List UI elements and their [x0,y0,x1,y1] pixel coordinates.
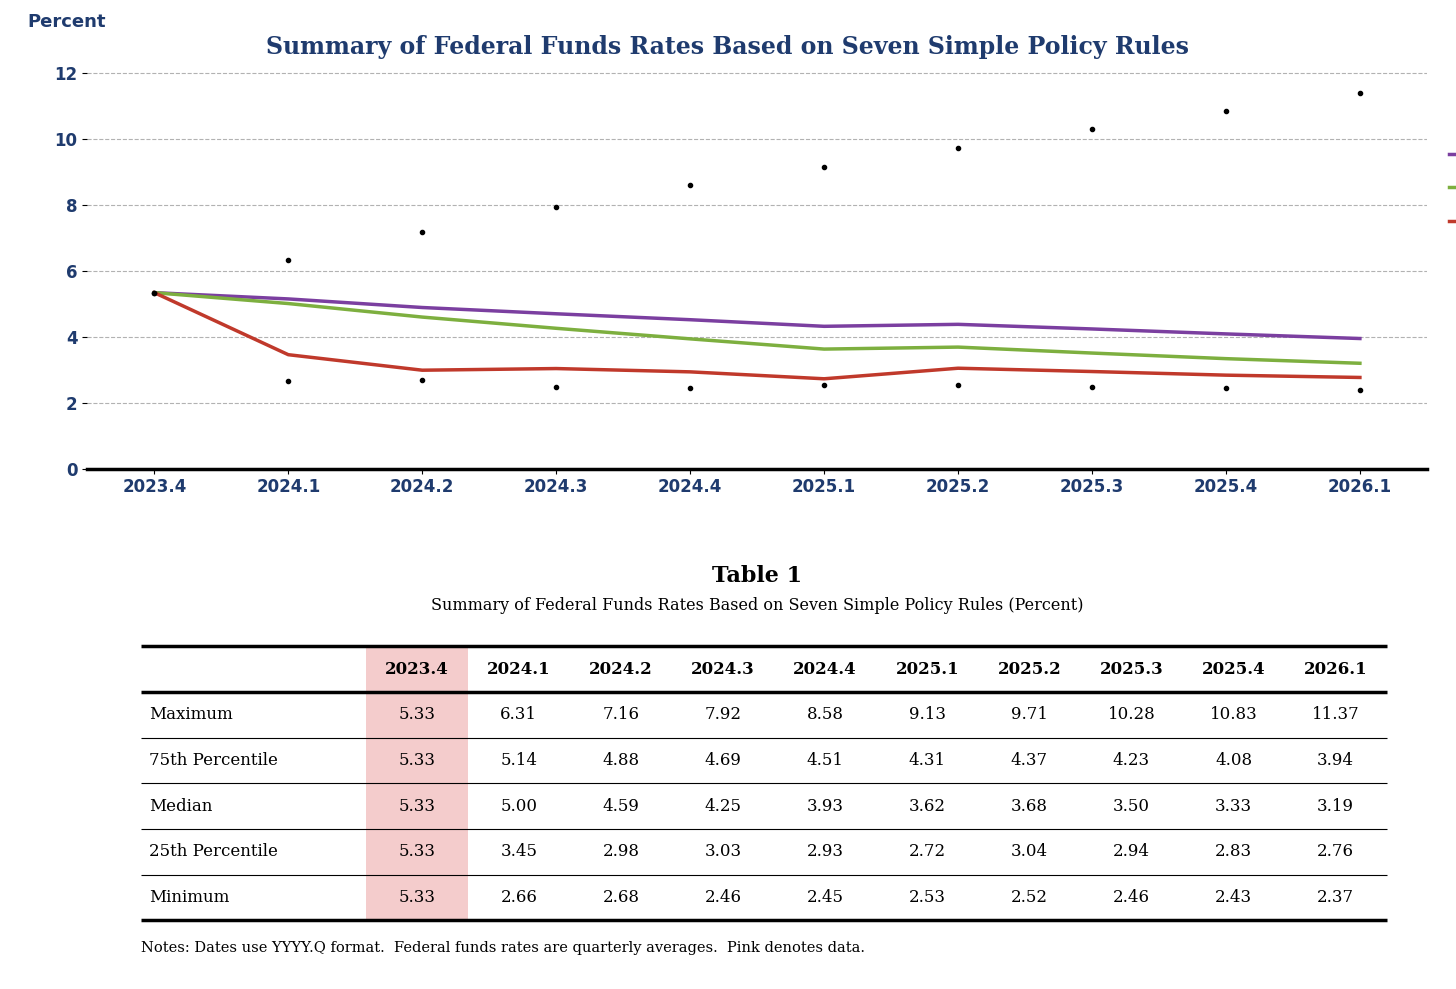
Bar [365,783,467,829]
Text: 4.25: 4.25 [705,798,741,815]
Text: Table 1: Table 1 [712,565,802,586]
Text: 2.76: 2.76 [1318,844,1354,860]
Text: 9.13: 9.13 [909,706,946,723]
Text: 5.00: 5.00 [501,798,537,815]
Text: Minimum: Minimum [149,889,230,906]
Text: 2023.4: 2023.4 [384,661,448,677]
Text: 4.08: 4.08 [1214,752,1252,769]
Text: 4.23: 4.23 [1112,752,1150,769]
Text: 2.83: 2.83 [1214,844,1252,860]
Text: 3.45: 3.45 [501,844,537,860]
Text: 4.37: 4.37 [1010,752,1048,769]
Text: 2.93: 2.93 [807,844,843,860]
Text: 2.94: 2.94 [1112,844,1150,860]
Text: 2.52: 2.52 [1010,889,1048,906]
Text: 2.43: 2.43 [1214,889,1252,906]
Text: 3.62: 3.62 [909,798,946,815]
Text: 2.37: 2.37 [1318,889,1354,906]
Text: 2025.4: 2025.4 [1201,661,1265,677]
Legend: Maximum, 75th Percentile, Median, 25th Percentile, Minimum: Maximum, 75th Percentile, Median, 25th P… [1449,113,1456,264]
Text: 6.31: 6.31 [501,706,537,723]
Text: 2024.3: 2024.3 [692,661,754,677]
Text: 2025.3: 2025.3 [1099,661,1163,677]
Text: Median: Median [149,798,213,815]
Bar [365,647,467,692]
Text: 4.59: 4.59 [603,798,639,815]
Text: 5.33: 5.33 [397,889,435,906]
Text: 2.98: 2.98 [603,844,639,860]
Text: 2.46: 2.46 [1112,889,1150,906]
Text: 25th Percentile: 25th Percentile [149,844,278,860]
Text: 3.94: 3.94 [1318,752,1354,769]
Text: Summary of Federal Funds Rates Based on Seven Simple Policy Rules (Percent): Summary of Federal Funds Rates Based on … [431,597,1083,614]
Bar [365,874,467,920]
Text: 4.69: 4.69 [705,752,741,769]
Text: 3.04: 3.04 [1010,844,1048,860]
Text: 75th Percentile: 75th Percentile [149,752,278,769]
Text: 8.58: 8.58 [807,706,843,723]
Text: 5.33: 5.33 [397,752,435,769]
Text: 11.37: 11.37 [1312,706,1360,723]
Text: 7.16: 7.16 [603,706,639,723]
Text: 2026.1: 2026.1 [1303,661,1367,677]
Text: 2.72: 2.72 [909,844,946,860]
Text: 3.03: 3.03 [705,844,741,860]
Text: 4.88: 4.88 [603,752,639,769]
Text: Summary of Federal Funds Rates Based on Seven Simple Policy Rules: Summary of Federal Funds Rates Based on … [266,35,1190,58]
Text: 3.93: 3.93 [807,798,843,815]
Text: 5.33: 5.33 [397,798,435,815]
Text: 2.68: 2.68 [603,889,639,906]
Text: Maximum: Maximum [149,706,233,723]
Text: 5.33: 5.33 [397,706,435,723]
Text: 3.19: 3.19 [1318,798,1354,815]
Text: 4.31: 4.31 [909,752,946,769]
Text: 2.46: 2.46 [705,889,741,906]
Text: 7.92: 7.92 [705,706,741,723]
Text: 2024.1: 2024.1 [486,661,550,677]
Text: 2.45: 2.45 [807,889,843,906]
Text: 2.66: 2.66 [501,889,537,906]
Bar [365,738,467,783]
Bar [365,829,467,874]
Text: 5.33: 5.33 [397,844,435,860]
Text: 10.28: 10.28 [1108,706,1155,723]
Text: 3.50: 3.50 [1112,798,1150,815]
Text: 2025.2: 2025.2 [997,661,1061,677]
Text: 2025.1: 2025.1 [895,661,960,677]
Text: 2.53: 2.53 [909,889,946,906]
Text: Notes: Dates use YYYY.Q format.  Federal funds rates are quarterly averages.  Pi: Notes: Dates use YYYY.Q format. Federal … [141,941,865,954]
Text: 5.14: 5.14 [501,752,537,769]
Text: 4.51: 4.51 [807,752,843,769]
Text: 2024.2: 2024.2 [590,661,652,677]
Bar [365,692,467,738]
Text: 3.68: 3.68 [1010,798,1048,815]
Text: 9.71: 9.71 [1010,706,1048,723]
Text: 10.83: 10.83 [1210,706,1258,723]
Text: Percent: Percent [28,13,106,31]
Text: 3.33: 3.33 [1214,798,1252,815]
Text: 2024.4: 2024.4 [794,661,858,677]
